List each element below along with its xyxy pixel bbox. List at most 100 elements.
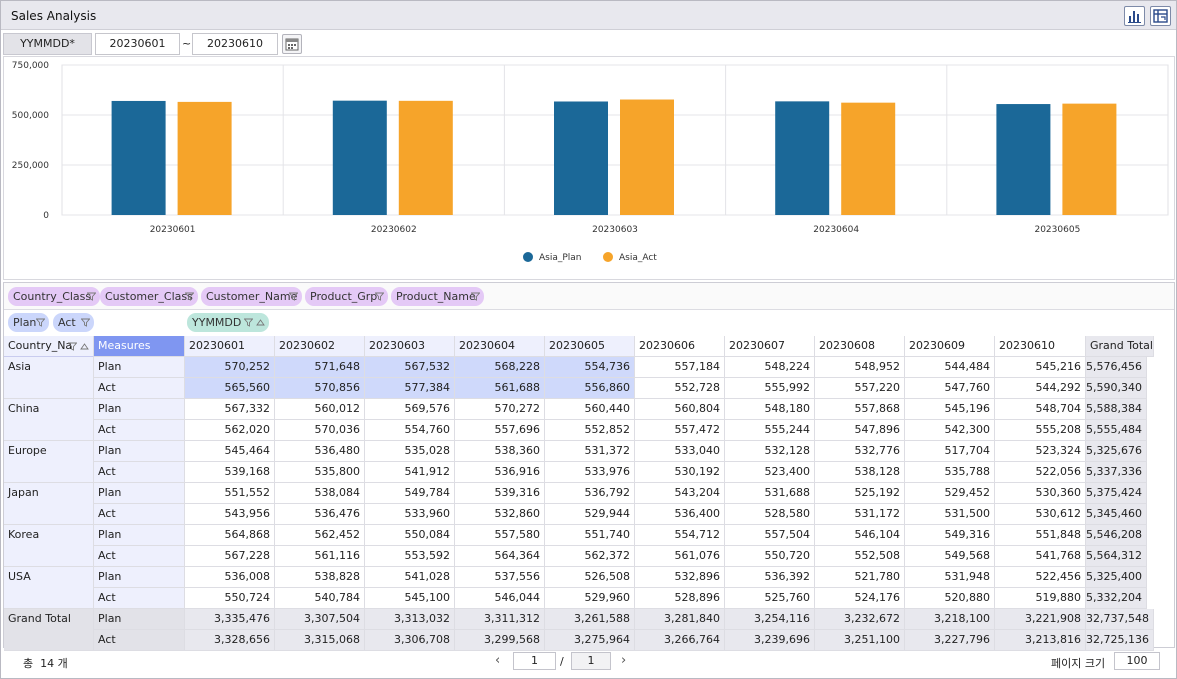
data-cell[interactable]: 521,780 [815,567,905,588]
data-cell[interactable]: 3,218,100 [905,609,995,630]
data-cell[interactable]: 535,028 [365,441,455,462]
bar-asia-act[interactable] [841,102,896,215]
data-cell[interactable]: 557,184 [635,357,725,378]
data-cell[interactable]: 3,221,908 [995,609,1086,630]
data-cell[interactable]: 3,315,068 [275,630,365,651]
data-cell[interactable]: 5,332,204 [1086,588,1147,609]
data-cell[interactable]: 529,452 [905,483,995,504]
data-cell[interactable]: 525,192 [815,483,905,504]
data-chip-plan[interactable]: Plan [8,313,49,332]
data-cell[interactable]: 564,868 [185,525,275,546]
column-header-20230606[interactable]: 20230606 [635,336,725,357]
data-cell[interactable]: 5,325,400 [1086,567,1147,588]
data-cell[interactable]: 554,736 [545,357,635,378]
data-cell[interactable]: 519,880 [995,588,1086,609]
data-cell[interactable]: 550,724 [185,588,275,609]
data-cell[interactable]: 557,696 [455,420,545,441]
data-cell[interactable]: 520,880 [905,588,995,609]
data-cell[interactable]: 552,852 [545,420,635,441]
data-cell[interactable]: 570,272 [455,399,545,420]
data-cell[interactable]: 533,960 [365,504,455,525]
data-cell[interactable]: 562,372 [545,546,635,567]
data-cell[interactable]: 568,228 [455,357,545,378]
data-cell[interactable]: 557,220 [815,378,905,399]
column-header-20230610[interactable]: 20230610 [995,336,1086,357]
bar-asia-act[interactable] [620,99,674,215]
data-cell[interactable]: 530,360 [995,483,1086,504]
data-cell[interactable]: 525,760 [725,588,815,609]
data-cell[interactable]: 544,292 [995,378,1086,399]
data-cell[interactable]: 538,128 [815,462,905,483]
data-cell[interactable]: 3,227,796 [905,630,995,651]
data-cell[interactable]: 3,281,840 [635,609,725,630]
data-cell[interactable]: 562,452 [275,525,365,546]
data-cell[interactable]: 529,960 [545,588,635,609]
bar-asia-act[interactable] [177,101,232,215]
data-cell[interactable]: 532,128 [725,441,815,462]
data-cell[interactable]: 536,916 [455,462,545,483]
data-cell[interactable]: 5,555,484 [1086,420,1147,441]
data-cell[interactable]: 532,860 [455,504,545,525]
bar-chart-icon[interactable] [1124,6,1145,26]
column-header-20230607[interactable]: 20230607 [725,336,815,357]
data-cell[interactable]: 3,307,504 [275,609,365,630]
pivot-table-icon[interactable] [1150,6,1171,26]
data-cell[interactable]: 536,792 [545,483,635,504]
data-cell[interactable]: 577,384 [365,378,455,399]
data-cell[interactable]: 536,400 [635,504,725,525]
data-cell[interactable]: 543,204 [635,483,725,504]
data-cell[interactable]: 548,180 [725,399,815,420]
data-cell[interactable]: 3,254,116 [725,609,815,630]
data-cell[interactable]: 5,546,208 [1086,525,1147,546]
row-header-usa[interactable]: USA [4,567,94,609]
bar-asia-plan[interactable] [775,101,830,215]
column-header-20230608[interactable]: 20230608 [815,336,905,357]
data-cell[interactable]: 541,768 [995,546,1086,567]
data-cell[interactable]: 569,576 [365,399,455,420]
data-cell[interactable]: 549,784 [365,483,455,504]
data-cell[interactable]: 552,508 [815,546,905,567]
filter-chip-country-class[interactable]: Country_Class [8,287,100,306]
column-header-20230601[interactable]: 20230601 [185,336,275,357]
data-cell[interactable]: 552,728 [635,378,725,399]
data-cell[interactable]: 557,868 [815,399,905,420]
data-cell[interactable]: 3,232,672 [815,609,905,630]
row-header-asia[interactable]: Asia [4,357,94,399]
data-cell[interactable]: 3,306,708 [365,630,455,651]
data-cell[interactable]: 545,216 [995,357,1086,378]
data-cell[interactable]: 545,464 [185,441,275,462]
data-cell[interactable]: 540,784 [275,588,365,609]
data-cell[interactable]: 526,508 [545,567,635,588]
column-header-20230602[interactable]: 20230602 [275,336,365,357]
bar-asia-act[interactable] [1062,103,1117,215]
data-cell[interactable]: 546,044 [455,588,545,609]
data-cell[interactable]: 548,224 [725,357,815,378]
data-cell[interactable]: 555,992 [725,378,815,399]
data-cell[interactable]: 3,299,568 [455,630,545,651]
data-cell[interactable]: 545,100 [365,588,455,609]
calendar-icon[interactable] [282,34,302,54]
row-header-korea[interactable]: Korea [4,525,94,567]
date-from-input[interactable]: 20230601 [95,33,180,55]
data-cell[interactable]: 530,192 [635,462,725,483]
data-cell[interactable]: 529,944 [545,504,635,525]
data-cell[interactable]: 3,239,696 [725,630,815,651]
data-cell[interactable]: 3,261,588 [545,609,635,630]
data-cell[interactable]: 538,084 [275,483,365,504]
data-cell[interactable]: 3,328,656 [185,630,275,651]
page-size-input[interactable]: 100 [1114,652,1160,670]
data-cell[interactable]: 522,056 [995,462,1086,483]
data-cell[interactable]: 549,568 [905,546,995,567]
data-cell[interactable]: 536,476 [275,504,365,525]
data-cell[interactable]: 561,688 [455,378,545,399]
data-cell[interactable]: 543,956 [185,504,275,525]
data-cell[interactable]: 5,375,424 [1086,483,1147,504]
column-header-20230609[interactable]: 20230609 [905,336,995,357]
data-cell[interactable]: 570,036 [275,420,365,441]
data-cell[interactable]: 539,316 [455,483,545,504]
data-cell[interactable]: 555,208 [995,420,1086,441]
data-cell[interactable]: 564,364 [455,546,545,567]
data-cell[interactable]: 560,440 [545,399,635,420]
data-cell[interactable]: 5,590,340 [1086,378,1147,399]
data-cell[interactable]: 523,400 [725,462,815,483]
